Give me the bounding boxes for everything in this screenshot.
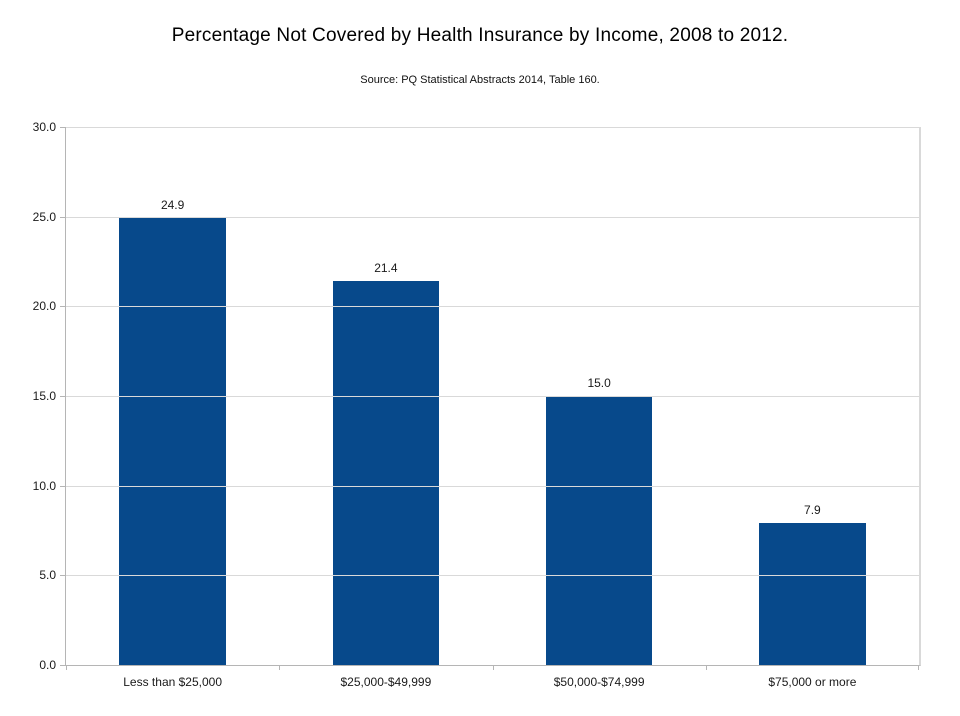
gridline [66,127,919,128]
chart-source-subtitle: Source: PQ Statistical Abstracts 2014, T… [360,74,600,86]
y-tick-label: 10.0 [32,478,56,493]
bar [119,218,226,665]
category-label: $50,000-$74,999 [553,675,645,689]
y-axis-tick [60,216,66,218]
gridline [66,575,919,577]
y-tick-label: 15.0 [32,389,56,403]
y-tick-label: 30.0 [32,120,56,134]
bar-value-label: 24.9 [160,198,185,213]
category-label: Less than $25,000 [123,675,222,689]
gridline [66,306,919,308]
bar-column: 15.0 $50,000-$74,999 [493,127,706,689]
chart-title: Percentage Not Covered by Health Insuran… [171,25,789,46]
x-axis-tick [492,665,494,670]
y-axis-labels: 0.0 5.0 10.0 15.0 20.0 25.0 30.0 [0,120,56,672]
bar [332,281,440,665]
bar-columns: 24.9 Less than $25,000 21.4 $25,000-$49,999… [66,127,919,689]
plot-area: 24.9 Less than $25,000 21.4 $25,000-$49,999… [60,127,921,689]
x-axis-tick [705,665,707,670]
bar-column: 7.9 $75,000 or more [706,127,919,689]
y-tick-label: 0.0 [39,658,56,672]
bar [545,396,653,665]
y-tick-label: 25.0 [32,209,56,224]
bar-column: 24.9 Less than $25,000 [66,127,279,689]
y-tick-label: 5.0 [39,568,56,583]
y-axis-tick [60,127,66,128]
bar-value-label: 21.4 [374,261,398,276]
bar [759,523,866,665]
y-tick-label: 20.0 [32,299,56,314]
x-axis-tick [918,665,919,670]
gridline [66,396,919,397]
bar-value-label: 7.9 [804,503,821,518]
y-axis-tick [60,485,66,487]
gridline [66,485,919,487]
x-axis-tick [279,665,281,670]
gridline [66,216,919,218]
category-label: $75,000 or more [768,675,857,689]
y-axis-tick [60,396,66,397]
y-axis-tick [60,665,66,666]
y-axis-tick [60,575,66,577]
bar-value-label: 15.0 [587,376,611,390]
category-label: $25,000-$49,999 [340,675,432,689]
y-axis-tick [60,306,66,308]
bar-column: 21.4 $25,000-$49,999 [279,127,492,689]
x-axis-tick [66,665,67,670]
